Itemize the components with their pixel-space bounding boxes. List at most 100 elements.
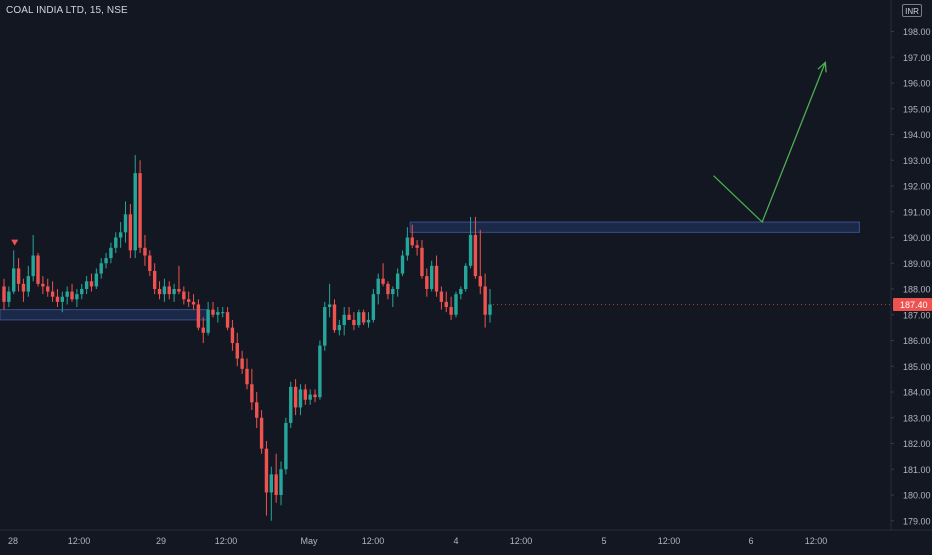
candle bbox=[177, 265, 181, 295]
time-tick-label: 12:00 bbox=[510, 536, 533, 546]
price-tick-label: 193.00 bbox=[903, 156, 931, 166]
candle bbox=[143, 234, 147, 266]
candle bbox=[16, 258, 21, 292]
drawing-layer bbox=[11, 61, 827, 246]
candle bbox=[167, 281, 171, 300]
candle bbox=[298, 384, 303, 416]
candle-body bbox=[162, 286, 167, 295]
price-tick-label: 191.00 bbox=[903, 207, 931, 217]
candle bbox=[459, 286, 463, 300]
candle bbox=[211, 301, 215, 318]
candle bbox=[109, 242, 113, 264]
candle-body bbox=[99, 263, 103, 274]
candle-body bbox=[245, 368, 249, 385]
currency-badge[interactable]: INR bbox=[902, 4, 922, 17]
candle-body bbox=[177, 289, 181, 292]
candle bbox=[162, 278, 167, 302]
candle-body bbox=[410, 237, 414, 246]
candle bbox=[323, 301, 327, 351]
candle-body bbox=[327, 304, 332, 308]
candle-body bbox=[347, 314, 351, 320]
candle bbox=[65, 286, 69, 305]
candle-body bbox=[55, 296, 60, 302]
candle bbox=[381, 263, 385, 287]
candle-body bbox=[196, 304, 201, 328]
candle bbox=[352, 312, 356, 331]
candle-body bbox=[186, 299, 191, 302]
candle-body bbox=[444, 301, 448, 308]
candle-body bbox=[152, 270, 157, 289]
candle-body bbox=[133, 173, 137, 251]
candle-body bbox=[148, 255, 152, 271]
candle bbox=[347, 307, 351, 320]
candle-body bbox=[400, 255, 405, 274]
candle bbox=[50, 281, 55, 302]
candle bbox=[289, 381, 293, 429]
candle bbox=[46, 278, 50, 297]
candle-body bbox=[31, 255, 35, 277]
candle bbox=[478, 229, 482, 295]
candle-body bbox=[89, 281, 94, 287]
signal-marker-icon bbox=[11, 239, 19, 246]
candle-body bbox=[255, 402, 259, 418]
price-tick-label: 181.00 bbox=[903, 465, 931, 475]
price-tick-label: 196.00 bbox=[903, 79, 931, 89]
candle-body bbox=[371, 294, 376, 320]
projection-arrow-line bbox=[713, 62, 826, 224]
price-tick-label: 198.00 bbox=[903, 27, 931, 37]
candle-body bbox=[118, 232, 123, 238]
candle-body bbox=[191, 301, 196, 305]
candle bbox=[318, 340, 322, 400]
candle-body bbox=[420, 247, 424, 277]
candle bbox=[488, 289, 492, 323]
candle bbox=[439, 286, 444, 310]
candle bbox=[182, 286, 186, 305]
candle-body bbox=[303, 389, 308, 400]
candle-body bbox=[289, 386, 293, 423]
candle-body bbox=[454, 294, 458, 315]
candle-body bbox=[361, 312, 366, 323]
candle bbox=[216, 307, 220, 323]
candle-body bbox=[128, 214, 133, 251]
price-tick-label: 189.00 bbox=[903, 259, 931, 269]
symbol-title[interactable]: COAL INDIA LTD, 15, NSE bbox=[6, 5, 128, 16]
candle-body bbox=[21, 283, 26, 292]
candle bbox=[250, 368, 254, 411]
candle bbox=[303, 384, 308, 405]
candle bbox=[89, 273, 94, 292]
candle-body bbox=[464, 265, 468, 289]
candle bbox=[31, 234, 35, 282]
candle-body bbox=[114, 237, 118, 248]
candle bbox=[186, 291, 191, 308]
candles-layer bbox=[2, 155, 492, 521]
candle-body bbox=[109, 247, 113, 259]
candle bbox=[128, 204, 133, 259]
candle-body bbox=[376, 278, 380, 295]
candle-body bbox=[269, 474, 273, 493]
candle bbox=[225, 307, 230, 331]
candle bbox=[152, 263, 157, 295]
price-tick-label: 194.00 bbox=[903, 130, 931, 140]
candle bbox=[434, 255, 439, 297]
candle bbox=[118, 222, 123, 248]
candle bbox=[123, 201, 128, 243]
candle-body bbox=[157, 289, 162, 295]
time-tick-label: 6 bbox=[748, 536, 753, 546]
time-tick-label: 12:00 bbox=[215, 536, 238, 546]
candle bbox=[201, 317, 205, 344]
candle bbox=[104, 252, 108, 269]
candle bbox=[444, 291, 448, 313]
price-axis[interactable]: 179.00 180.00 181.00 182.00 183.00 184.00 185.… bbox=[891, 27, 931, 526]
candle bbox=[313, 389, 317, 403]
candle bbox=[395, 268, 400, 297]
candle-body bbox=[298, 389, 303, 408]
time-tick-label: 29 bbox=[156, 536, 166, 546]
time-axis[interactable]: 28 12:00 29 12:00 May 12:00 4 12:00 5 12:00 6 12:00 bbox=[8, 536, 827, 546]
candle bbox=[279, 461, 283, 506]
last-price-badge bbox=[893, 297, 932, 311]
candle bbox=[114, 232, 118, 253]
candle bbox=[269, 466, 273, 521]
price-tick-label: 183.00 bbox=[903, 413, 931, 423]
